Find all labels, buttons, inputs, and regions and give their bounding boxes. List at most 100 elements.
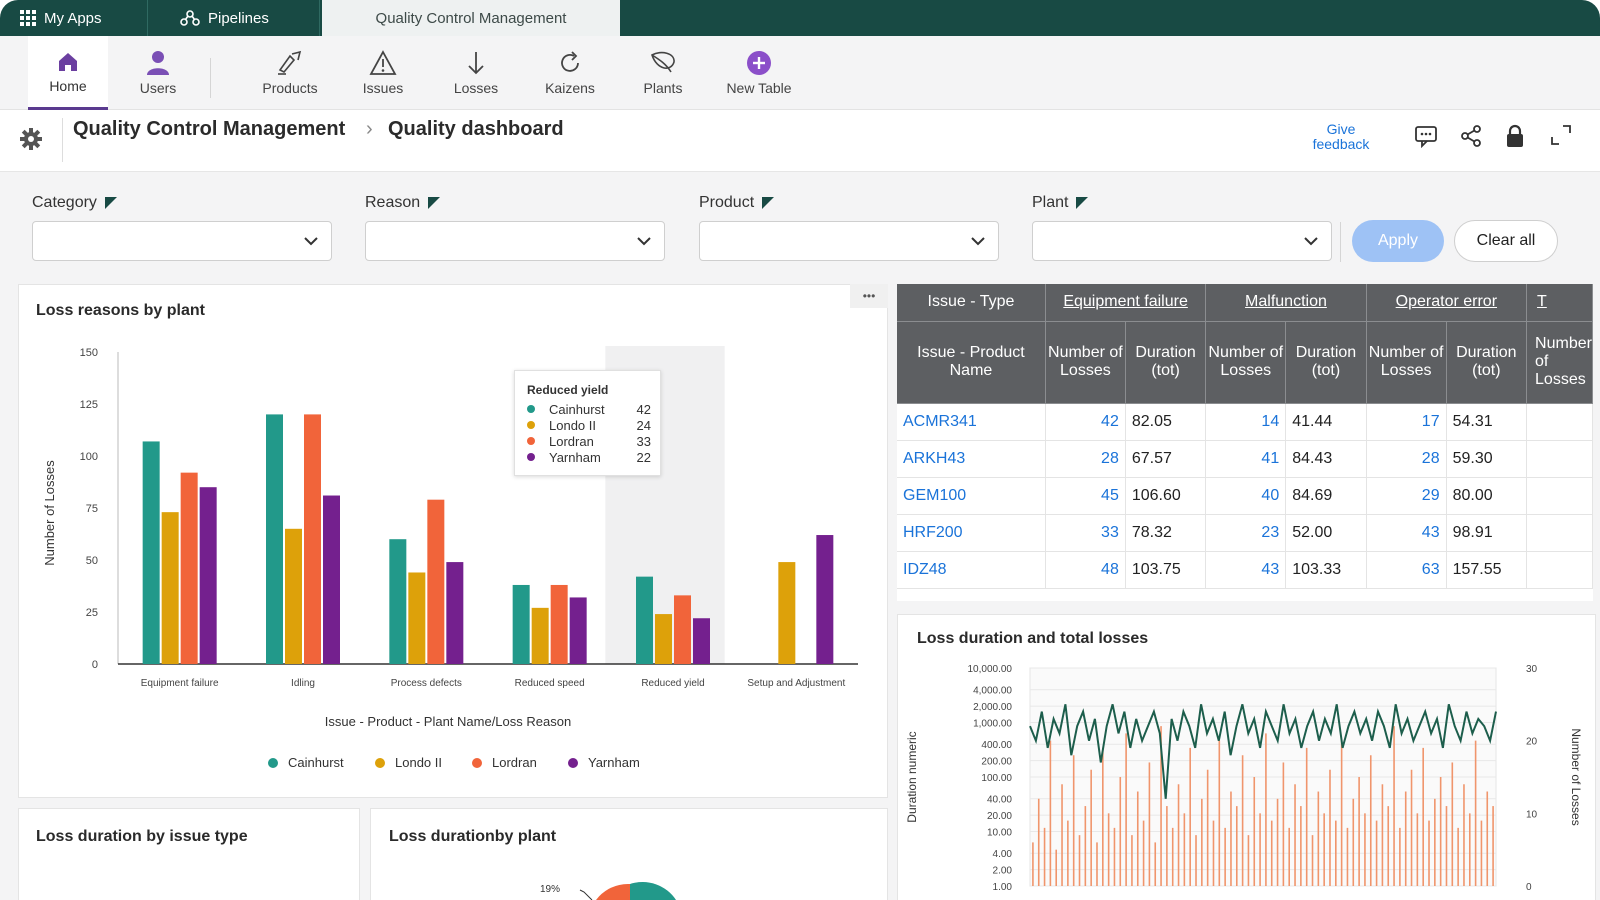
table-cell-product[interactable]: ACMR341 [897,403,1046,441]
tooltip-row: Lordran 33 [527,433,651,449]
group-header-malfunction[interactable]: Malfunction [1205,284,1367,322]
duration-header: Duration (tot) [1446,321,1528,404]
y2-tick-label: 0 [1526,882,1532,893]
bar-yarnham [446,562,464,664]
chevron-down-icon [971,237,985,246]
table-cell-number[interactable]: 28 [1366,440,1447,478]
category-select[interactable] [32,221,332,261]
toolbar-kaizens[interactable]: Kaizens [530,36,610,110]
table-cell-number[interactable]: 48 [1045,551,1126,589]
table-cell-number[interactable]: 63 [1366,551,1447,589]
comment-icon[interactable] [1414,124,1438,148]
tooltip-dot [527,405,535,413]
legend-label: Yarnham [588,755,640,770]
toolbar-losses[interactable]: Losses [436,36,516,110]
tooltip-name: Lordran [549,433,594,449]
table-cell-duration: 41.44 [1285,403,1367,441]
product-select[interactable] [699,221,999,261]
bar-cainhurst [636,576,653,664]
loss-duration-title: Loss duration and total losses [917,630,1149,647]
table-cell-number[interactable]: 14 [1205,403,1287,441]
table-cell-number[interactable]: 45 [1045,477,1126,515]
toolbar-plants[interactable]: Plants [623,36,703,110]
pie-slice-teal [630,881,676,900]
active-tab-label: Quality Control Management [375,9,567,27]
group-header-truncated[interactable]: T [1526,284,1593,322]
clear-all-button[interactable]: Clear all [1454,220,1558,262]
tab-quality-control-management[interactable]: Quality Control Management [322,0,620,36]
bar-cainhurst [266,414,283,664]
duration-header: Duration (tot) [1285,321,1367,404]
toolbar-kaizens-label: Kaizens [545,80,595,96]
group-header-equipment-failure[interactable]: Equipment failure [1045,284,1207,322]
legend-item-lordran[interactable]: Lordran [472,755,537,770]
table-cell-number[interactable]: 43 [1205,551,1287,589]
plant-filter-label: Plant [1032,194,1089,212]
breadcrumb-app[interactable]: Quality Control Management [73,118,346,140]
table-cell-number[interactable]: 23 [1205,514,1287,552]
table-cell-number[interactable]: 28 [1045,440,1126,478]
give-feedback-line2: feedback [1312,136,1370,152]
legend-label: Londo II [395,755,442,770]
give-feedback-link[interactable]: Give feedback [1296,122,1386,152]
my-apps-tab[interactable]: My Apps [0,0,148,36]
table-row: ACMR341 42 82.05 14 41.44 17 54.31 [897,403,1593,441]
legend-item-londo-ii[interactable]: Londo II [375,755,442,770]
table-cell-product[interactable]: HRF200 [897,514,1046,552]
share-icon[interactable] [1459,124,1483,148]
pipelines-tab[interactable]: Pipelines [148,0,320,36]
lock-icon[interactable] [1504,124,1526,148]
bar-yarnham [693,618,710,664]
table-cell-duration: 103.75 [1125,551,1207,589]
table-cell-product[interactable]: IDZ48 [897,551,1046,589]
gear-icon[interactable] [20,128,42,150]
tooltip-dot [527,453,535,461]
table-cell-number[interactable]: 33 [1045,514,1126,552]
card-more-button[interactable]: ••• [850,284,888,308]
bar-lordran [180,472,198,664]
y-tick-label: 50 [86,555,98,567]
number-header: Number of Losses [1526,321,1593,404]
bar-cainhurst [142,441,160,664]
leaf-icon [651,51,675,73]
pie-slice-orange [596,883,630,900]
header-divider [62,118,63,162]
pipelines-label: Pipelines [208,9,269,27]
apply-button[interactable]: Apply [1352,220,1444,262]
expand-icon[interactable] [1550,124,1572,146]
table-cell-number[interactable]: 43 [1366,514,1447,552]
table-cell-number[interactable]: 41 [1205,440,1287,478]
tooltip-title: Reduced yield [527,383,609,397]
reason-label: Reason [365,194,421,211]
pipelines-icon [180,10,200,26]
table-cell-product[interactable]: GEM100 [897,477,1046,515]
toolbar-new-table[interactable]: New Table [716,36,802,110]
plant-select[interactable] [1032,221,1332,261]
filter-flag-icon [428,197,441,209]
toolbar-users-label: Users [139,80,177,96]
table-cell-product[interactable]: ARKH43 [897,440,1046,478]
tooltip-row: Londo II 24 [527,417,651,433]
legend-item-cainhurst[interactable]: Cainhurst [268,755,344,770]
table-cell-number[interactable]: 29 [1366,477,1447,515]
bar-londo-ii [285,528,302,664]
group-header-operator-error[interactable]: Operator error [1366,284,1528,322]
reason-select[interactable] [365,221,665,261]
table-cell-number[interactable]: 17 [1366,403,1447,441]
toolbar-products[interactable]: Products [250,36,330,110]
legend-item-yarnham[interactable]: Yarnham [568,755,640,770]
toolbar-new-table-label: New Table [726,80,792,96]
bar-yarnham [816,535,834,664]
my-apps-label: My Apps [44,9,102,27]
toolbar-issues[interactable]: Issues [343,36,423,110]
bar-lordran [550,584,568,664]
table-cell-number[interactable]: 42 [1045,403,1126,441]
table-cell-number[interactable]: 40 [1205,477,1287,515]
loss-duration-chart: 10,000.00 4,000.00 2,000.00 1,000.00 400.00 2… [905,664,1583,893]
toolbar-users[interactable]: Users [118,36,198,110]
toolbar-home[interactable]: Home [28,36,108,110]
table-cell-duration: 78.32 [1125,514,1207,552]
y-axis-label: Duration numeric [905,731,919,822]
product-name-header: Issue - Product Name [897,321,1046,404]
table-cell-duration: 84.43 [1285,440,1367,478]
